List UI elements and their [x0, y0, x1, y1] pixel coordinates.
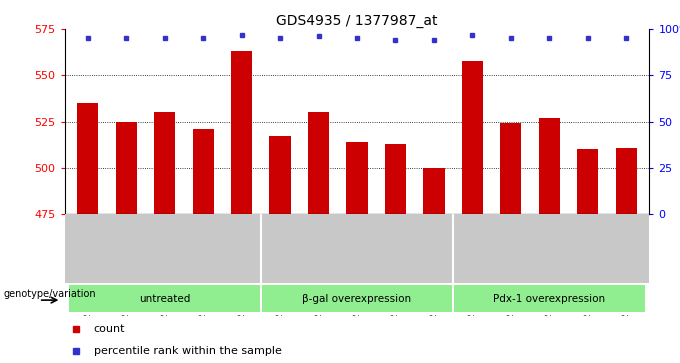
Text: untreated: untreated [139, 294, 190, 304]
Text: β-gal overexpression: β-gal overexpression [303, 294, 411, 304]
Bar [454, 285, 645, 313]
Text: Pdx-1 overexpression: Pdx-1 overexpression [493, 294, 605, 304]
Title: GDS4935 / 1377987_at: GDS4935 / 1377987_at [276, 14, 438, 28]
Bar [192, 129, 214, 214]
Bar [231, 51, 252, 214]
Bar [385, 144, 406, 214]
Bar [346, 142, 368, 214]
Bar [77, 103, 99, 214]
Bar [615, 147, 637, 214]
Text: genotype/variation: genotype/variation [3, 289, 96, 299]
Bar [424, 168, 445, 214]
Bar [308, 112, 329, 214]
Text: count: count [94, 324, 125, 334]
Text: percentile rank within the sample: percentile rank within the sample [94, 346, 282, 356]
Bar [500, 123, 522, 214]
Bar [262, 285, 452, 313]
Bar [69, 285, 260, 313]
Bar [539, 118, 560, 214]
Bar [116, 122, 137, 214]
Bar [154, 112, 175, 214]
Bar [577, 149, 598, 214]
Bar [462, 61, 483, 214]
Bar [269, 136, 290, 214]
